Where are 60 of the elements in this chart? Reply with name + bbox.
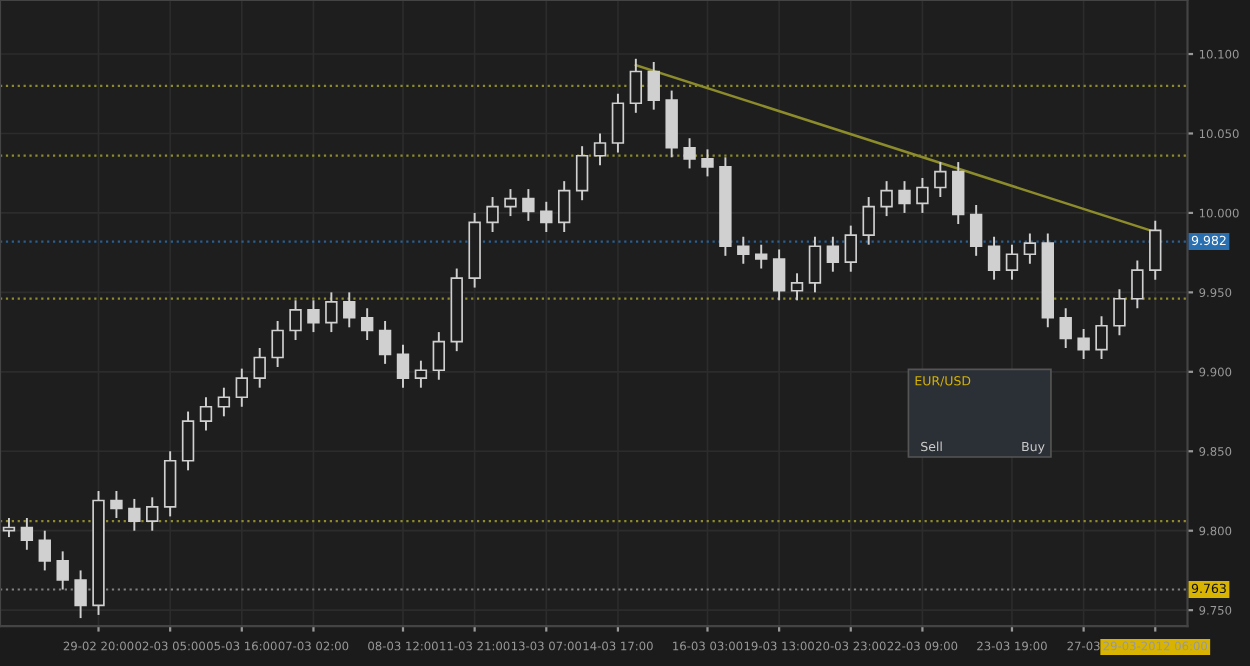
- candlestick: [1023, 232, 1037, 265]
- candlestick: [289, 299, 302, 341]
- candlestick: [146, 496, 159, 532]
- candlestick: [737, 235, 750, 265]
- candlestick: [1005, 243, 1019, 281]
- candlestick: [1059, 307, 1072, 349]
- candlestick: [181, 410, 195, 472]
- candlestick: [414, 359, 428, 389]
- candlestick: [199, 396, 213, 432]
- candlestick: [593, 132, 607, 167]
- candlestick: [74, 569, 87, 620]
- candlestick: [217, 386, 231, 418]
- candlestick: [575, 145, 589, 202]
- candlestick: [271, 319, 284, 369]
- candlestick: [1149, 219, 1162, 281]
- candlestick: [934, 161, 947, 198]
- candlestick: [396, 343, 410, 389]
- candlestick: [432, 331, 446, 381]
- candlestick: [755, 243, 768, 270]
- candlestick: [880, 180, 893, 218]
- candlestick: [128, 497, 141, 532]
- candlestick: [325, 291, 338, 334]
- candlestick: [110, 490, 123, 519]
- candlestick: [826, 235, 840, 273]
- candlestick: [844, 224, 857, 273]
- candlestick: [611, 92, 625, 154]
- candlestick: [701, 148, 714, 178]
- candlestick: [522, 188, 535, 222]
- candlestick: [2, 517, 16, 539]
- candlestick: [540, 200, 553, 233]
- candlestick: [1095, 315, 1108, 361]
- candlestick: [772, 248, 786, 302]
- candlestick: [647, 61, 660, 111]
- candlestick: [665, 89, 678, 159]
- candlestick: [790, 272, 804, 302]
- candlestick: [557, 180, 571, 233]
- candlestick: [952, 161, 965, 226]
- candlestick: [683, 137, 696, 170]
- candlestick: [360, 307, 374, 341]
- candlestick: [163, 450, 177, 518]
- candlestick: [916, 176, 929, 214]
- candlestick: [56, 550, 69, 591]
- candlestick: [235, 367, 249, 408]
- candlestick: [343, 291, 356, 329]
- candlestick: [486, 196, 499, 233]
- candlestick: [504, 188, 517, 218]
- candlestick: [1131, 259, 1144, 310]
- candlestick: [629, 57, 643, 114]
- candlestick: [307, 299, 320, 334]
- candlestick: [808, 235, 822, 294]
- candlestick: [987, 235, 1001, 281]
- candlestick: [1113, 288, 1126, 337]
- candlestick: [38, 529, 51, 572]
- candlestick: [20, 517, 34, 551]
- candlestick: [969, 204, 983, 257]
- candlestick: [1077, 327, 1090, 361]
- candlestick: [378, 319, 392, 365]
- candlestick: [862, 196, 875, 246]
- candlestick: [898, 180, 911, 214]
- candlestick: [253, 347, 266, 389]
